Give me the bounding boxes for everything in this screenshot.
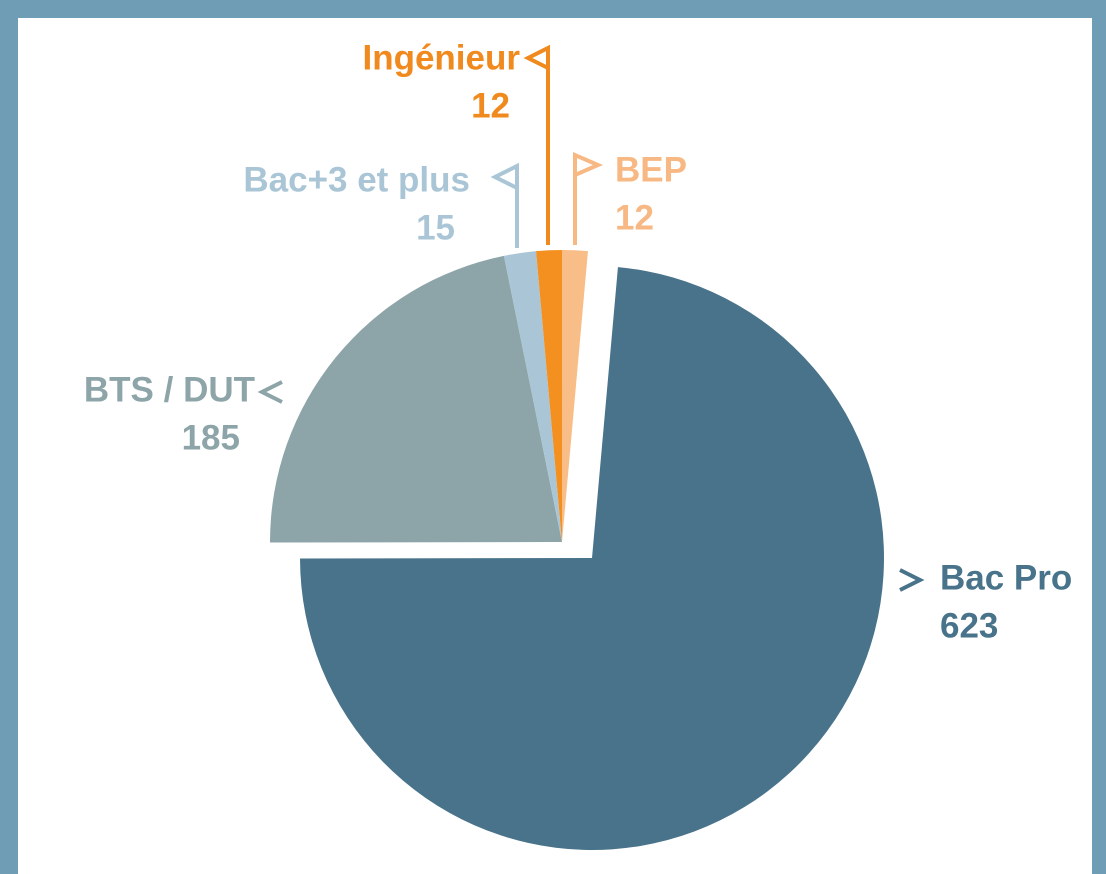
leader-line: [490, 162, 519, 248]
slice-value: 15: [416, 208, 455, 247]
leader-line: [523, 44, 550, 245]
slice-label: Bac Pro: [940, 558, 1072, 597]
slice-value: 12: [615, 198, 654, 237]
leader-line: [899, 568, 925, 592]
pie-slice: [269, 255, 562, 543]
slice-value: 12: [471, 86, 510, 125]
pie-slice: [562, 250, 588, 542]
pie-slice: [300, 267, 885, 851]
slice-value: 623: [940, 606, 998, 645]
leader-line: [573, 151, 604, 245]
slice-value: 185: [182, 418, 240, 457]
slice-label: BTS / DUT: [84, 370, 255, 409]
slice-label: Ingénieur: [362, 38, 520, 77]
slice-label: Bac+3 et plus: [243, 160, 470, 199]
pie-slice: [503, 251, 562, 542]
pie-slice: [536, 250, 562, 542]
leader-line: [257, 380, 283, 404]
slice-label: BEP: [615, 150, 687, 189]
